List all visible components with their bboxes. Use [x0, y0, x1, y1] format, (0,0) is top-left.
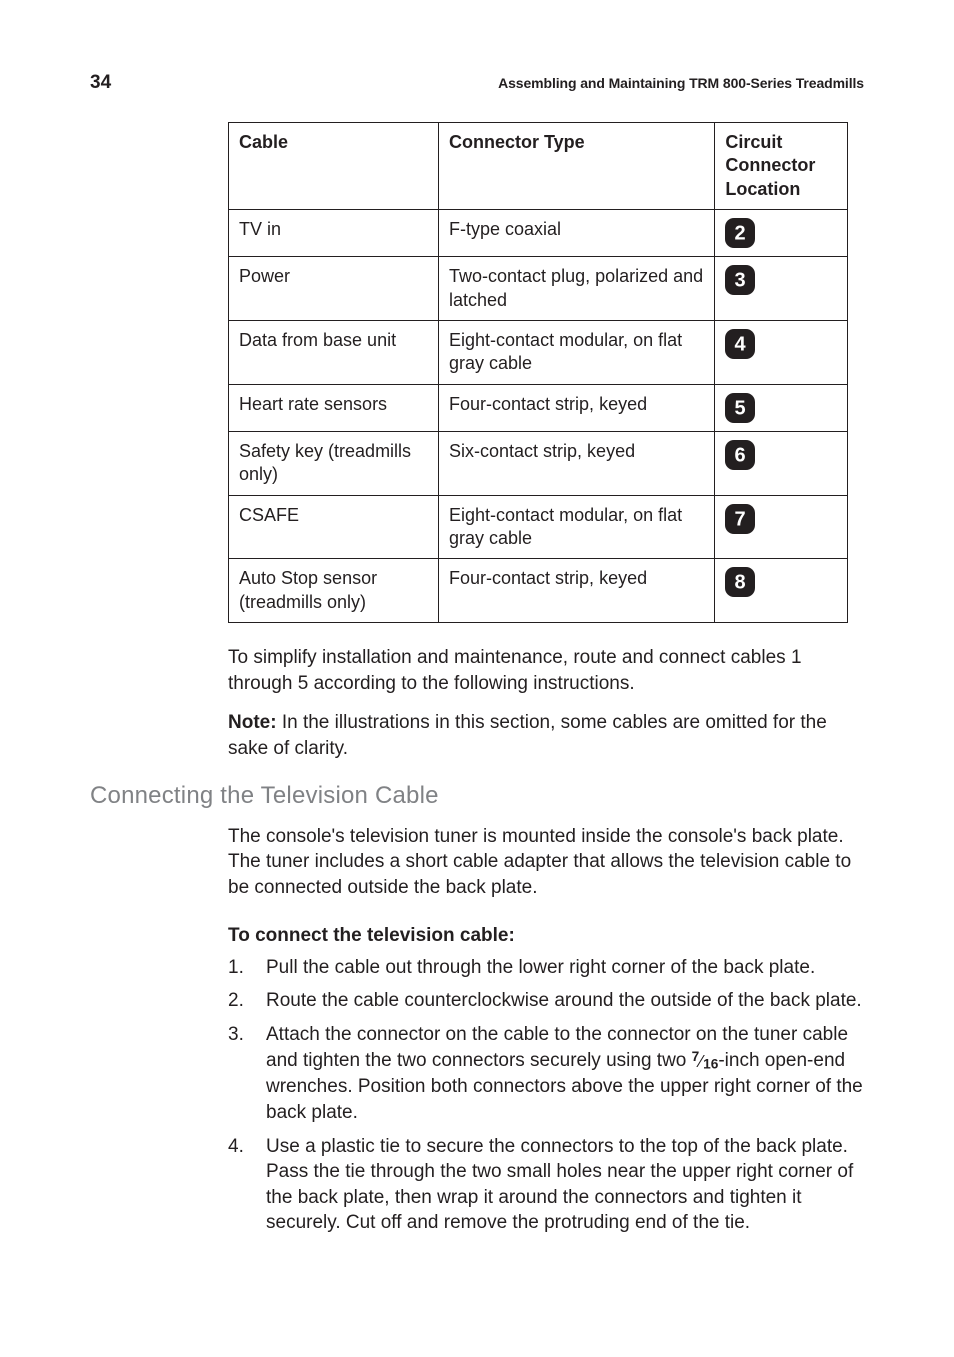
page-header: 34 Assembling and Maintaining TRM 800-Se… — [90, 72, 864, 94]
section-intro-paragraph: The console's television tuner is mounte… — [228, 824, 864, 901]
cell-connector: Eight-contact modular, on flat gray cabl… — [439, 320, 715, 384]
table-row: PowerTwo-contact plug, polarized and lat… — [229, 257, 848, 321]
cell-connector: Two-contact plug, polarized and latched — [439, 257, 715, 321]
col-header-cable: Cable — [229, 123, 439, 210]
cell-location: 6 — [715, 431, 848, 495]
svg-text:2: 2 — [735, 222, 746, 244]
cell-location: 8 — [715, 559, 848, 623]
svg-text:8: 8 — [735, 572, 746, 594]
header-title: Assembling and Maintaining TRM 800-Serie… — [142, 75, 864, 91]
cell-location: 4 — [715, 320, 848, 384]
cell-location: 2 — [715, 210, 848, 257]
number-badge-icon: 2 — [725, 218, 755, 248]
cell-cable: Heart rate sensors — [229, 384, 439, 431]
svg-text:7: 7 — [735, 508, 746, 530]
table-header-row: Cable Connector Type Circuit Connector L… — [229, 123, 848, 210]
cell-connector: Eight-contact modular, on flat gray cabl… — [439, 495, 715, 559]
svg-text:6: 6 — [735, 444, 746, 466]
cell-cable: CSAFE — [229, 495, 439, 559]
fraction-denom: 16 — [703, 1056, 718, 1071]
cell-cable: TV in — [229, 210, 439, 257]
table-row: Safety key (treadmills only)Six-contact … — [229, 431, 848, 495]
number-badge-icon: 4 — [725, 329, 755, 359]
cell-connector: Six-contact strip, keyed — [439, 431, 715, 495]
table-row: TV inF-type coaxial 2 — [229, 210, 848, 257]
svg-text:5: 5 — [735, 397, 746, 419]
svg-text:4: 4 — [735, 333, 747, 355]
steps-list: 1. Pull the cable out through the lower r… — [228, 955, 864, 1237]
step-number: 2. — [228, 988, 244, 1014]
table-row: Auto Stop sensor (treadmills only)Four-c… — [229, 559, 848, 623]
page-number: 34 — [90, 72, 142, 94]
step-number: 4. — [228, 1134, 244, 1160]
step-text: Use a plastic tie to secure the connecto… — [266, 1136, 853, 1234]
number-badge-icon: 5 — [725, 393, 755, 423]
cell-cable: Safety key (treadmills only) — [229, 431, 439, 495]
table-row: Data from base unitEight-contact modular… — [229, 320, 848, 384]
svg-text:3: 3 — [735, 269, 746, 291]
intro-paragraph: To simplify installation and maintenance… — [228, 645, 864, 696]
cell-cable: Data from base unit — [229, 320, 439, 384]
content-column: Cable Connector Type Circuit Connector L… — [228, 122, 864, 762]
number-badge-icon: 8 — [725, 567, 755, 597]
number-badge-icon: 7 — [725, 504, 755, 534]
table-row: CSAFEEight-contact modular, on flat gray… — [229, 495, 848, 559]
procedure-heading: To connect the television cable: — [228, 925, 864, 947]
cell-connector: F-type coaxial — [439, 210, 715, 257]
number-badge-icon: 6 — [725, 440, 755, 470]
step-item: 2. Route the cable counterclockwise aroun… — [228, 988, 864, 1014]
cable-table: Cable Connector Type Circuit Connector L… — [228, 122, 848, 623]
section-content: The console's television tuner is mounte… — [228, 824, 864, 1236]
step-item: 1. Pull the cable out through the lower r… — [228, 955, 864, 981]
step-number: 3. — [228, 1022, 244, 1048]
step-text: Pull the cable out through the lower rig… — [266, 957, 815, 978]
note-paragraph: Note: In the illustrations in this secti… — [228, 710, 864, 761]
note-text: In the illustrations in this section, so… — [228, 712, 827, 759]
number-badge-icon: 3 — [725, 265, 755, 295]
col-header-location: Circuit Connector Location — [715, 123, 848, 210]
note-label: Note: — [228, 712, 277, 733]
cell-connector: Four-contact strip, keyed — [439, 559, 715, 623]
step-item: 4. Use a plastic tie to secure the connec… — [228, 1134, 864, 1237]
cell-cable: Power — [229, 257, 439, 321]
cell-location: 7 — [715, 495, 848, 559]
cell-location: 5 — [715, 384, 848, 431]
step-number: 1. — [228, 955, 244, 981]
cell-connector: Four-contact strip, keyed — [439, 384, 715, 431]
col-header-connector: Connector Type — [439, 123, 715, 210]
step-text: Route the cable counterclockwise around … — [266, 990, 862, 1011]
cell-cable: Auto Stop sensor (treadmills only) — [229, 559, 439, 623]
fraction: 7⁄16 — [692, 1051, 719, 1072]
step-item: 3.Attach the connector on the cable to t… — [228, 1022, 864, 1126]
table-row: Heart rate sensorsFour-contact strip, ke… — [229, 384, 848, 431]
section-heading: Connecting the Television Cable — [90, 782, 864, 810]
cell-location: 3 — [715, 257, 848, 321]
